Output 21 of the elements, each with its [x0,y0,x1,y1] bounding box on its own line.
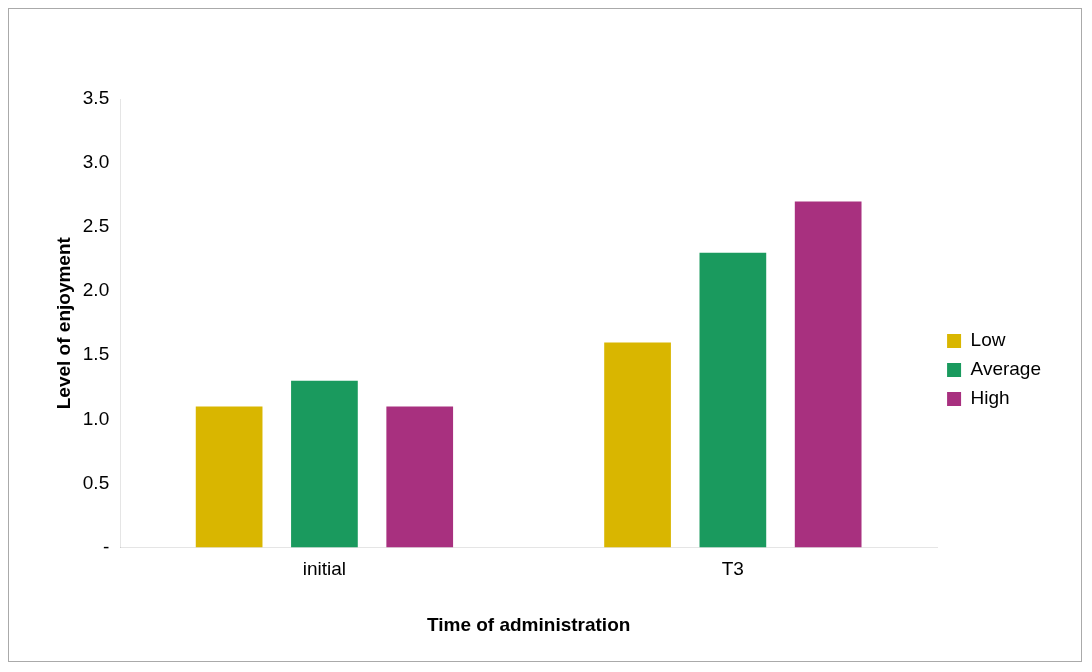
y-tick-label: 1.0 [82,407,110,429]
legend-label: Low [970,329,1006,351]
bar [699,252,767,548]
x-tick-label: initial [302,558,347,580]
y-axis-title: Level of enjoyment [52,236,74,410]
x-tick-label: T3 [721,558,744,580]
legend-label: Average [970,358,1042,380]
y-tick-label: 2.5 [82,215,110,237]
x-axis-title: Time of administration [426,613,631,635]
bar [386,406,454,548]
y-tick-label: 1.5 [82,343,110,365]
y-tick-label: 3.5 [82,87,110,109]
bar [794,201,862,548]
bar [195,406,263,548]
bar [604,342,671,548]
y-tick-label: 3.0 [82,151,110,173]
legend-label: High [970,387,1010,409]
y-tick-label: 0.5 [82,471,110,493]
bar [291,380,358,548]
y-tick-label: - [102,535,110,557]
y-tick-label: 2.0 [82,279,110,301]
